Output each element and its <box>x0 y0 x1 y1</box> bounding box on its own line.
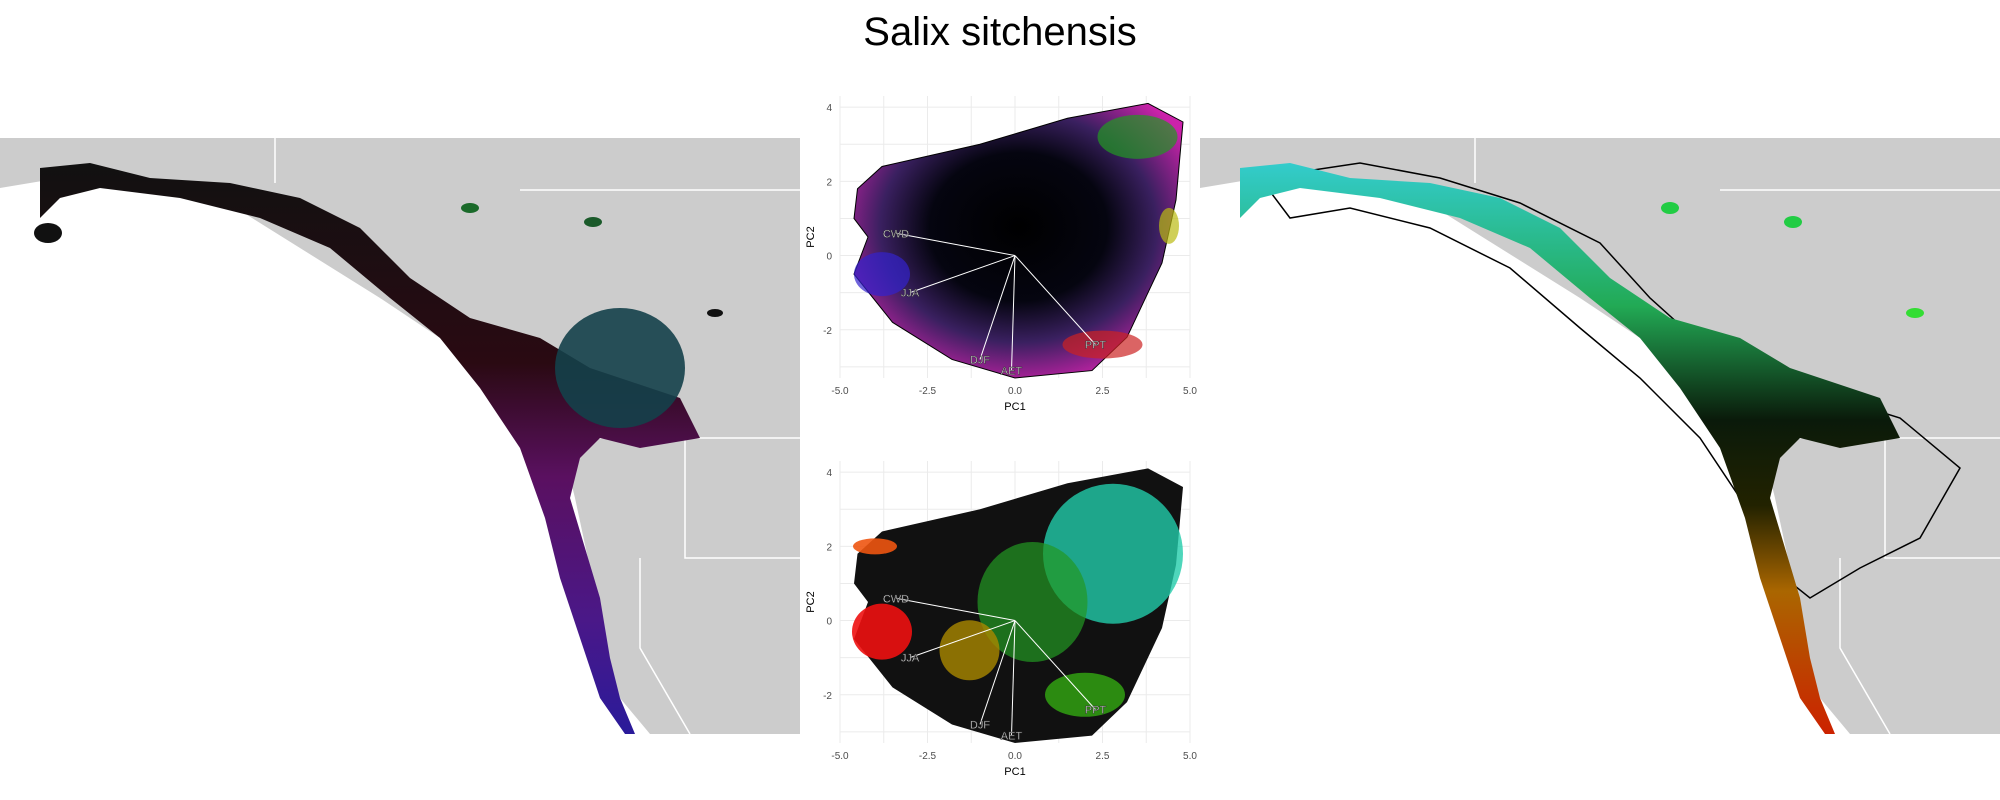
x-tick-label: -5.0 <box>831 751 849 762</box>
range-patch-green-1 <box>461 203 479 213</box>
map-left-svg <box>0 138 800 734</box>
pca-bottom-svg: CWD JJA DJF AET PPT -5.0 -2.5 0.0 2.5 5.0 4 2 0 -2 PC1… <box>805 461 1197 778</box>
pca-vector-aet <box>1011 255 1016 371</box>
pca-vector-jja <box>909 255 1016 294</box>
pca-vector-label: PPT <box>1085 340 1107 352</box>
pca-vector-aet <box>1011 620 1016 736</box>
x-tick-label: -2.5 <box>919 386 937 397</box>
range-right <box>1240 163 1900 734</box>
range-patch-green-2 <box>584 217 602 227</box>
pca-vector-djf <box>979 620 1016 725</box>
pca-bottom-panel: CWD JJA DJF AET PPT -5.0 -2.5 0.0 2.5 5.0 4 2 0 -2 PC1… <box>800 453 1200 783</box>
pca-vector-ppt <box>1014 255 1096 345</box>
pca-vector-label: AET <box>1001 366 1023 378</box>
pca-accent-green <box>1097 114 1178 159</box>
pca-top-panel: CWD JJA DJF AET PPT -5.0 -2.5 0.0 2.5 5.0 4 2 0 -2 PC1… <box>800 88 1200 418</box>
land-us-r <box>1760 438 2000 734</box>
pca-accent-yellow <box>1159 207 1179 244</box>
pca-vector-label: AET <box>1001 731 1023 743</box>
pca-vector-label: DJF <box>970 719 990 731</box>
y-tick-label: -2 <box>823 326 832 337</box>
x-tick-label: 0.0 <box>1008 386 1022 397</box>
y-tick-label: 4 <box>826 468 832 479</box>
range-right-outline <box>1258 162 1961 599</box>
range-left <box>40 163 700 734</box>
pca-vector-djf <box>979 255 1016 360</box>
pca-vector-label: PPT <box>1085 705 1107 717</box>
pca-vector-label: JJA <box>901 288 920 300</box>
x-axis-label: PC1 <box>1004 401 1025 413</box>
y-tick-label: 2 <box>826 542 832 553</box>
pca-accent-lime <box>1045 672 1125 717</box>
land-us <box>560 438 800 734</box>
pca-vector-label: CWD <box>883 593 909 605</box>
pca-vector-label: DJF <box>970 354 990 366</box>
pca-accent-yellow <box>939 620 1000 681</box>
pca-vector-ppt <box>1014 620 1096 710</box>
x-tick-label: 2.5 <box>1096 751 1110 762</box>
x-tick-label: 5.0 <box>1183 386 1197 397</box>
y-tick-label: 0 <box>826 252 832 263</box>
pca-vector-label: CWD <box>883 228 909 240</box>
range-patch-green-r3 <box>1906 308 1924 318</box>
x-tick-label: 0.0 <box>1008 751 1022 762</box>
map-left <box>0 138 800 734</box>
y-tick-label: 0 <box>826 617 832 628</box>
y-axis-label: PC2 <box>805 226 817 247</box>
y-axis-label: PC2 <box>805 591 817 612</box>
pca-accent-red <box>852 603 912 660</box>
range-patch-2 <box>34 223 62 243</box>
y-tick-label: -2 <box>823 691 832 702</box>
pca-accent-orange <box>853 538 897 555</box>
pca-plot-top: CWD JJA DJF AET PPT -5.0 -2.5 0.0 2.5 5.0 4 2 0 -2 PC1… <box>805 96 1197 413</box>
x-tick-label: 5.0 <box>1183 751 1197 762</box>
range-patch-1 <box>707 309 723 317</box>
pca-vector-jja <box>909 620 1016 659</box>
pca-vector-cwd <box>895 597 1016 622</box>
pca-top-svg: CWD JJA DJF AET PPT -5.0 -2.5 0.0 2.5 5.0 4 2 0 -2 PC1… <box>805 96 1197 413</box>
pca-accent-red <box>1062 330 1143 359</box>
x-axis-label: PC1 <box>1004 766 1025 778</box>
y-tick-label: 2 <box>826 177 832 188</box>
x-tick-label: -2.5 <box>919 751 937 762</box>
range-patch-green-r2 <box>1784 216 1802 228</box>
range-patch-teal <box>555 308 685 428</box>
y-tick-label: 4 <box>826 103 832 114</box>
map-right <box>1200 138 2000 734</box>
pca-vector-label: JJA <box>901 653 920 665</box>
x-tick-label: 2.5 <box>1096 386 1110 397</box>
x-tick-label: -5.0 <box>831 386 849 397</box>
map-right-svg <box>1200 138 2000 734</box>
page-title: Salix sitchensis <box>863 10 1137 54</box>
pca-accent-blue <box>854 252 910 297</box>
pca-plot-bottom: CWD JJA DJF AET PPT -5.0 -2.5 0.0 2.5 5.0 4 2 0 -2 PC1… <box>805 461 1197 778</box>
range-patch-green-r1 <box>1661 202 1679 214</box>
pca-accent-green <box>977 542 1088 662</box>
pca-vector-cwd <box>895 232 1016 257</box>
